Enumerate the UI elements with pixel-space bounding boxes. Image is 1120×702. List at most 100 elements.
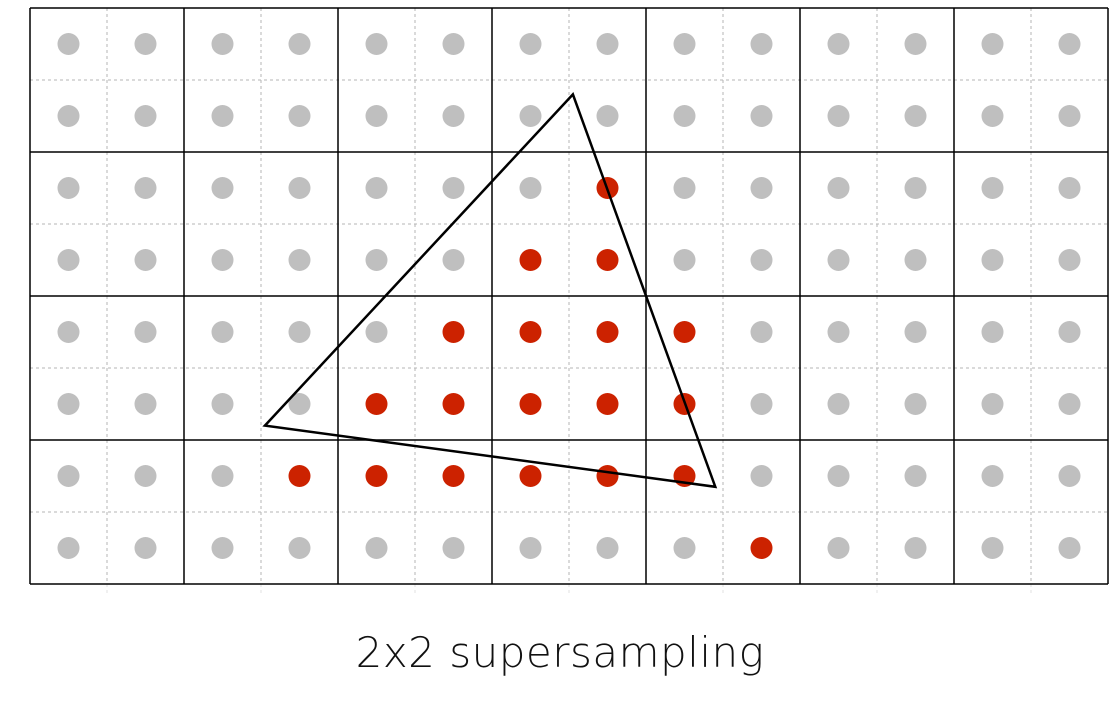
uncovered-sample-point <box>365 537 388 559</box>
uncovered-sample-point <box>365 33 388 55</box>
uncovered-sample-point <box>211 465 234 487</box>
uncovered-sample-point <box>57 321 80 343</box>
uncovered-sample-point <box>673 33 696 55</box>
uncovered-sample-point <box>519 537 542 559</box>
uncovered-sample-point <box>211 105 234 127</box>
uncovered-sample-point <box>288 177 311 199</box>
uncovered-sample-point <box>288 393 311 415</box>
uncovered-sample-point <box>288 249 311 271</box>
uncovered-sample-point <box>981 321 1004 343</box>
uncovered-sample-point <box>1058 177 1081 199</box>
uncovered-sample-point <box>827 465 850 487</box>
uncovered-sample-point <box>211 393 234 415</box>
uncovered-sample-point <box>288 105 311 127</box>
uncovered-sample-point <box>1058 465 1081 487</box>
uncovered-sample-point <box>596 33 619 55</box>
pixel-grid <box>29 7 1109 585</box>
uncovered-sample-point <box>750 33 773 55</box>
uncovered-sample-point <box>827 537 850 559</box>
covered-sample-point <box>519 249 542 271</box>
covered-sample-point <box>519 393 542 415</box>
uncovered-sample-point <box>827 177 850 199</box>
uncovered-sample-point <box>750 249 773 271</box>
covered-sample-point <box>750 537 773 559</box>
uncovered-sample-point <box>750 177 773 199</box>
uncovered-sample-point <box>750 465 773 487</box>
uncovered-sample-point <box>981 33 1004 55</box>
uncovered-sample-point <box>981 537 1004 559</box>
uncovered-sample-point <box>904 33 927 55</box>
uncovered-sample-point <box>1058 321 1081 343</box>
triangle <box>262 92 718 489</box>
uncovered-sample-point <box>981 249 1004 271</box>
uncovered-sample-point <box>57 177 80 199</box>
supersampling-diagram <box>29 7 1109 596</box>
uncovered-sample-point <box>134 393 157 415</box>
uncovered-sample-point <box>134 321 157 343</box>
uncovered-sample-point <box>904 393 927 415</box>
uncovered-sample-point <box>750 321 773 343</box>
uncovered-sample-point <box>211 33 234 55</box>
uncovered-sample-point <box>673 249 696 271</box>
uncovered-sample-point <box>211 249 234 271</box>
uncovered-sample-point <box>288 537 311 559</box>
uncovered-sample-point <box>981 393 1004 415</box>
covered-sample-point <box>365 465 388 487</box>
uncovered-sample-point <box>673 537 696 559</box>
covered-sample-point <box>442 465 465 487</box>
uncovered-sample-point <box>134 249 157 271</box>
covered-sample-point <box>519 321 542 343</box>
uncovered-sample-point <box>904 537 927 559</box>
uncovered-sample-point <box>519 105 542 127</box>
covered-sample-point <box>442 393 465 415</box>
covered-sample-point <box>288 465 311 487</box>
covered-sample-point <box>596 393 619 415</box>
uncovered-sample-point <box>827 321 850 343</box>
uncovered-sample-point <box>1058 393 1081 415</box>
uncovered-sample-point <box>904 177 927 199</box>
uncovered-sample-point <box>442 177 465 199</box>
uncovered-sample-point <box>981 177 1004 199</box>
uncovered-sample-point <box>365 249 388 271</box>
uncovered-sample-point <box>827 393 850 415</box>
uncovered-sample-point <box>442 105 465 127</box>
uncovered-sample-point <box>519 33 542 55</box>
uncovered-sample-point <box>134 537 157 559</box>
uncovered-sample-point <box>57 393 80 415</box>
uncovered-sample-point <box>1058 249 1081 271</box>
uncovered-sample-point <box>57 537 80 559</box>
uncovered-sample-point <box>288 33 311 55</box>
uncovered-sample-point <box>981 105 1004 127</box>
uncovered-sample-point <box>134 465 157 487</box>
uncovered-sample-point <box>904 249 927 271</box>
uncovered-sample-point <box>596 105 619 127</box>
uncovered-sample-point <box>1058 537 1081 559</box>
uncovered-sample-point <box>827 249 850 271</box>
uncovered-sample-point <box>442 537 465 559</box>
uncovered-sample-point <box>57 33 80 55</box>
uncovered-sample-point <box>673 177 696 199</box>
uncovered-sample-point <box>904 465 927 487</box>
uncovered-sample-point <box>827 33 850 55</box>
uncovered-sample-point <box>827 105 850 127</box>
covered-sample-point <box>596 465 619 487</box>
uncovered-sample-point <box>596 537 619 559</box>
uncovered-sample-point <box>519 177 542 199</box>
uncovered-sample-point <box>211 321 234 343</box>
sample-points <box>57 33 1081 559</box>
uncovered-sample-point <box>981 465 1004 487</box>
uncovered-sample-point <box>904 105 927 127</box>
uncovered-sample-point <box>134 33 157 55</box>
uncovered-sample-point <box>57 105 80 127</box>
uncovered-sample-point <box>211 537 234 559</box>
uncovered-sample-point <box>365 105 388 127</box>
covered-sample-point <box>519 465 542 487</box>
uncovered-sample-point <box>750 105 773 127</box>
uncovered-sample-point <box>673 105 696 127</box>
uncovered-sample-point <box>134 105 157 127</box>
uncovered-sample-point <box>365 177 388 199</box>
uncovered-sample-point <box>442 33 465 55</box>
uncovered-sample-point <box>288 321 311 343</box>
uncovered-sample-point <box>1058 105 1081 127</box>
covered-sample-point <box>442 321 465 343</box>
